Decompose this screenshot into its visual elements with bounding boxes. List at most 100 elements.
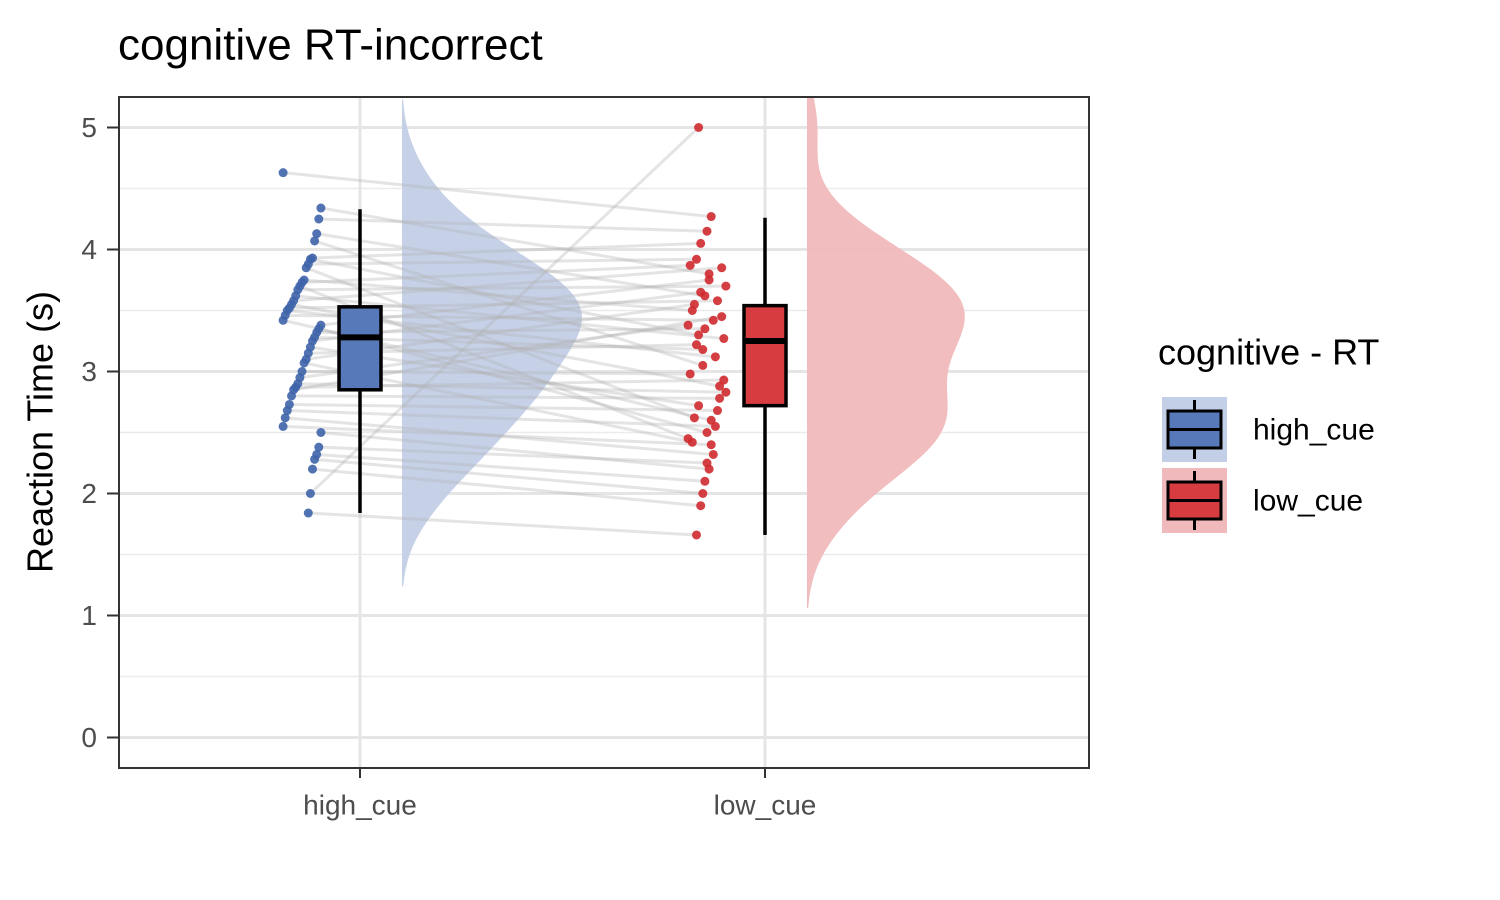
data-point bbox=[683, 320, 693, 330]
pair-line bbox=[310, 257, 699, 337]
data-point bbox=[694, 401, 704, 411]
data-point bbox=[303, 508, 313, 518]
data-point bbox=[704, 275, 714, 285]
data-point bbox=[698, 489, 708, 498]
y-axis-label: Reaction Time (s) bbox=[20, 291, 61, 573]
data-point bbox=[696, 501, 706, 511]
box bbox=[742, 303, 788, 408]
data-point bbox=[698, 345, 708, 355]
pair-line bbox=[293, 266, 722, 303]
data-point bbox=[702, 458, 712, 468]
data-point bbox=[308, 464, 317, 474]
data-point bbox=[685, 260, 695, 270]
pair-line bbox=[305, 266, 695, 420]
pair-line bbox=[312, 467, 701, 508]
data-point bbox=[708, 315, 718, 325]
data-point bbox=[305, 489, 315, 498]
data-point bbox=[698, 360, 708, 370]
pair-line bbox=[295, 294, 724, 341]
pair-line bbox=[285, 416, 714, 456]
y-tick-label: 2 bbox=[81, 478, 97, 509]
data-point bbox=[715, 393, 725, 403]
data-point bbox=[278, 168, 288, 178]
data-point bbox=[316, 428, 326, 437]
data-point bbox=[314, 214, 324, 224]
chart-title: cognitive RT-incorrect bbox=[118, 21, 543, 70]
y-tick-label: 0 bbox=[81, 722, 97, 753]
data-point bbox=[721, 387, 731, 397]
data-point bbox=[706, 440, 716, 450]
pair-line bbox=[308, 257, 697, 266]
data-point bbox=[719, 375, 729, 385]
data-point bbox=[710, 352, 720, 362]
data-point bbox=[287, 391, 296, 401]
data-point bbox=[700, 324, 710, 334]
pair-line bbox=[297, 284, 726, 292]
data-point bbox=[713, 296, 722, 306]
y-tick-label: 3 bbox=[81, 356, 97, 387]
pair-line bbox=[314, 457, 703, 495]
data-point bbox=[314, 442, 324, 452]
pair-line bbox=[309, 126, 700, 495]
pair-line bbox=[318, 445, 708, 465]
pair-line bbox=[316, 452, 706, 483]
data-point bbox=[299, 358, 309, 368]
data-point bbox=[689, 299, 699, 309]
pair-line bbox=[301, 263, 691, 284]
pair-line bbox=[316, 232, 706, 298]
density bbox=[807, 97, 965, 609]
data-point bbox=[710, 421, 720, 431]
pair-line bbox=[303, 278, 693, 312]
data-point bbox=[694, 123, 704, 132]
y-tick-label: 5 bbox=[81, 112, 97, 143]
data-point bbox=[702, 226, 712, 236]
pair-line bbox=[320, 431, 710, 471]
data-point bbox=[282, 406, 292, 416]
x-tick-label: low_cue bbox=[714, 790, 817, 821]
data-point bbox=[689, 413, 699, 423]
legend-label: high_cue bbox=[1253, 414, 1375, 447]
data-point bbox=[310, 454, 320, 464]
data-point bbox=[687, 437, 697, 447]
data-point bbox=[694, 330, 704, 340]
y-tick-label: 4 bbox=[81, 234, 97, 265]
pair-line bbox=[320, 278, 710, 327]
data-point bbox=[702, 428, 712, 437]
data-point bbox=[708, 449, 718, 459]
data-point bbox=[278, 421, 288, 431]
box bbox=[337, 305, 383, 392]
pair-line bbox=[318, 327, 708, 434]
data-point bbox=[278, 315, 288, 325]
data-point bbox=[721, 281, 731, 291]
data-point bbox=[316, 203, 326, 213]
pair-line bbox=[320, 206, 710, 276]
plot-area bbox=[119, 97, 1089, 768]
data-point bbox=[717, 263, 727, 273]
data-point bbox=[696, 287, 706, 297]
pair-line bbox=[308, 511, 697, 537]
panel-border bbox=[118, 96, 1090, 769]
data-point bbox=[717, 312, 727, 322]
data-point bbox=[692, 254, 701, 264]
data-point bbox=[310, 236, 320, 246]
pair-line bbox=[312, 241, 701, 260]
pair-line bbox=[314, 239, 704, 367]
x-tick-label: high_cue bbox=[303, 790, 417, 821]
data-point bbox=[706, 212, 716, 222]
legend-label: low_cue bbox=[1253, 485, 1363, 518]
pair-line bbox=[282, 171, 712, 219]
data-point bbox=[685, 369, 695, 379]
data-point bbox=[696, 238, 706, 248]
data-point bbox=[301, 263, 311, 273]
pair-line bbox=[318, 217, 708, 233]
legend-title: cognitive - RT bbox=[1158, 332, 1379, 373]
pair-line bbox=[291, 394, 720, 400]
data-point bbox=[692, 530, 701, 540]
data-point bbox=[280, 413, 290, 423]
data-point bbox=[713, 406, 722, 416]
data-point bbox=[719, 334, 729, 344]
pair-line bbox=[283, 424, 712, 447]
y-tick-label: 1 bbox=[81, 600, 97, 631]
data-point bbox=[312, 229, 322, 239]
